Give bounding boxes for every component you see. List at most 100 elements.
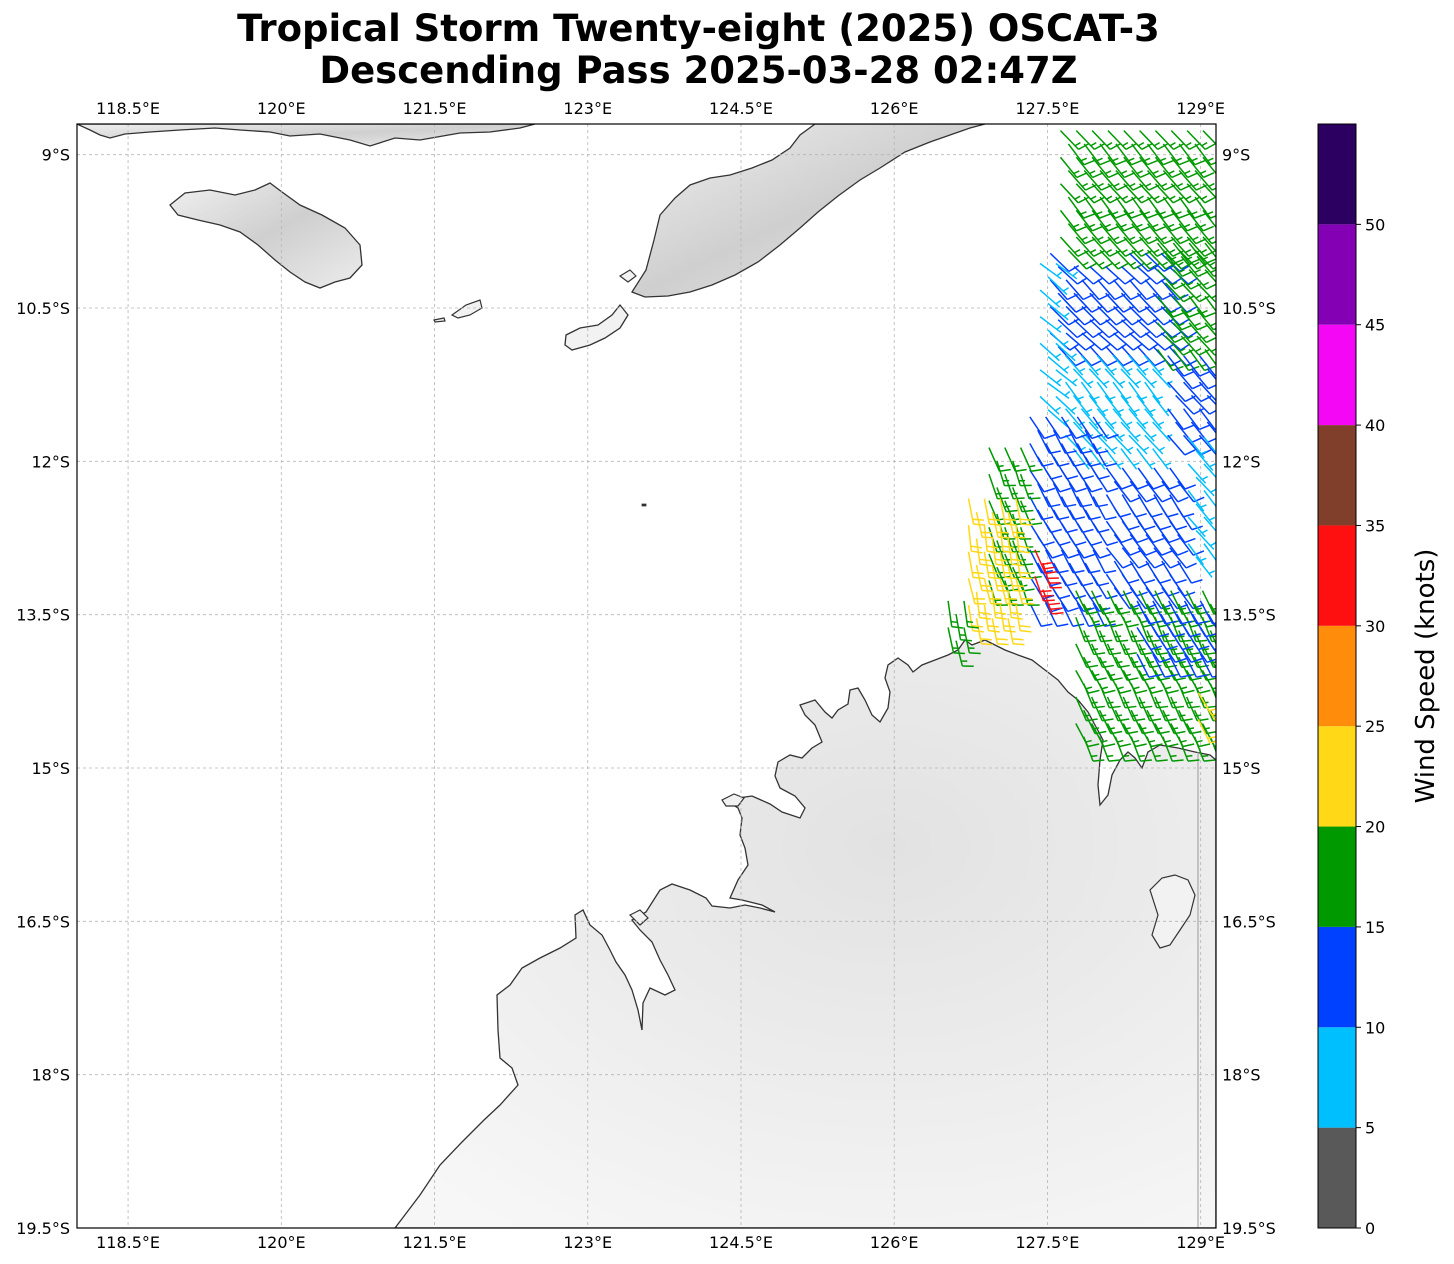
colorbar-tick-label: 15: [1365, 918, 1385, 937]
wind-barb: [1188, 242, 1216, 265]
wind-barb: [1112, 381, 1132, 404]
wind-barb: [1091, 156, 1120, 179]
wind-barb: [1075, 209, 1104, 232]
colorbar-tick-label: 45: [1365, 316, 1385, 335]
wind-barb: [1120, 394, 1140, 417]
wind-barb: [1104, 448, 1124, 470]
wind-barb: [1198, 355, 1216, 377]
wind-barb: [1129, 533, 1157, 556]
wind-barb: [1039, 316, 1063, 333]
lon-tick-label: 126°E: [870, 1233, 919, 1252]
wind-barb: [1152, 448, 1172, 470]
wind-barbs: [947, 130, 1216, 762]
wind-barb: [1186, 130, 1216, 151]
wind-barb: [1057, 319, 1088, 339]
wind-barb: [1144, 640, 1171, 663]
wind-barb: [1065, 355, 1086, 376]
lon-tick-label: 129°E: [1176, 99, 1225, 118]
wind-barb: [1187, 463, 1209, 484]
wind-barb: [1170, 183, 1200, 204]
wind-barb: [1042, 562, 1062, 589]
lon-tick-label: 129°E: [1176, 1233, 1225, 1252]
wind-barb: [1209, 683, 1216, 700]
wind-barb: [1182, 408, 1211, 431]
wind-barb: [1195, 476, 1216, 497]
wind-barb: [1105, 520, 1133, 544]
wind-barb: [1104, 394, 1125, 417]
wind-barb: [1144, 252, 1175, 273]
wind-barb: [955, 640, 974, 667]
lat-tick-label: 9°S: [42, 146, 70, 165]
wind-barb: [1047, 409, 1070, 428]
wind-barb: [1123, 156, 1151, 179]
wind-barb: [1039, 262, 1063, 280]
lat-ticks-right: 9°S 10.5°S 12°S 13.5°S 15°S 16.5°S 18°S 19.5°S: [1222, 146, 1276, 1238]
wind-barb: [1059, 209, 1088, 232]
wind-barb: [975, 591, 992, 620]
wind-barb: [1186, 183, 1216, 204]
wind-barb: [991, 538, 1008, 567]
wind-barb: [1178, 736, 1200, 762]
lon-tick-label: 121.5°E: [403, 1233, 467, 1252]
wind-barb: [1203, 490, 1216, 508]
colorbar-tick-label: 30: [1365, 617, 1385, 636]
lat-tick-label: 13.5°S: [1222, 606, 1276, 625]
timor-island: [631, 124, 986, 298]
wind-barb: [1206, 394, 1216, 406]
coastal-island: [1149, 874, 1196, 949]
wind-barb: [1154, 156, 1183, 179]
lat-tick-label: 10.5°S: [1222, 299, 1276, 318]
wind-barb: [1029, 602, 1053, 628]
wind-barb: [1120, 448, 1140, 470]
wind-barb: [1187, 543, 1207, 566]
lon-tick-label: 120°E: [257, 99, 306, 118]
wind-barb: [983, 525, 999, 554]
wind-barb: [1164, 309, 1193, 331]
wind-barb: [1144, 305, 1174, 326]
wind-barb: [1195, 556, 1215, 578]
wind-barb: [1194, 223, 1216, 245]
wind-barb: [991, 618, 1009, 646]
wind-barb: [1123, 209, 1151, 232]
wind-barb: [1096, 434, 1118, 455]
colorbar-bin: [1318, 625, 1356, 727]
wind-barb: [1195, 529, 1216, 550]
lat-ticks-left: 9°S 10.5°S 12°S 13.5°S 15°S 16.5°S 18°S 19.5°S: [16, 146, 70, 1238]
wind-barb: [1044, 602, 1069, 628]
wind-barb: [1136, 653, 1161, 678]
lon-tick-label: 126°E: [870, 99, 919, 118]
wind-barb: [1136, 394, 1156, 417]
colorbar-tick-label: 50: [1365, 215, 1385, 234]
wind-barb: [1204, 295, 1216, 313]
wind-barb: [1092, 469, 1119, 493]
wind-barb: [1055, 342, 1078, 362]
wind-barb: [1057, 292, 1087, 313]
wind-barb: [1128, 408, 1149, 430]
wind-barb: [1114, 736, 1137, 762]
lat-tick-label: 18°S: [1222, 1066, 1261, 1085]
wind-barb: [999, 578, 1018, 605]
colorbar-bin: [1318, 926, 1356, 1028]
wind-barb: [1162, 143, 1190, 166]
wind-barb: [1015, 498, 1033, 526]
wind-barb: [1105, 292, 1134, 313]
wind-barb: [1055, 369, 1078, 387]
wind-barb: [1039, 395, 1061, 415]
wind-barb: [1047, 302, 1070, 321]
wind-barb: [1049, 305, 1079, 326]
wind-barb: [1067, 249, 1097, 270]
wind-barb: [1186, 209, 1214, 232]
wind-barb: [1178, 143, 1206, 166]
wind-barb: [1099, 249, 1129, 270]
wind-barb: [1107, 209, 1135, 232]
map-frame: [76, 123, 1217, 1229]
wind-barb: [1196, 282, 1216, 303]
wind-barb: [1188, 295, 1216, 318]
wind-barb: [1112, 355, 1133, 376]
wind-barb: [975, 618, 993, 646]
wind-barb: [1029, 416, 1056, 440]
colorbar: 0 5 10 15 20 25 30 35 40 45 50: [1317, 123, 1385, 1238]
wind-barb: [1139, 130, 1169, 151]
wind-barb: [1105, 467, 1133, 490]
wind-barb: [1139, 209, 1167, 232]
